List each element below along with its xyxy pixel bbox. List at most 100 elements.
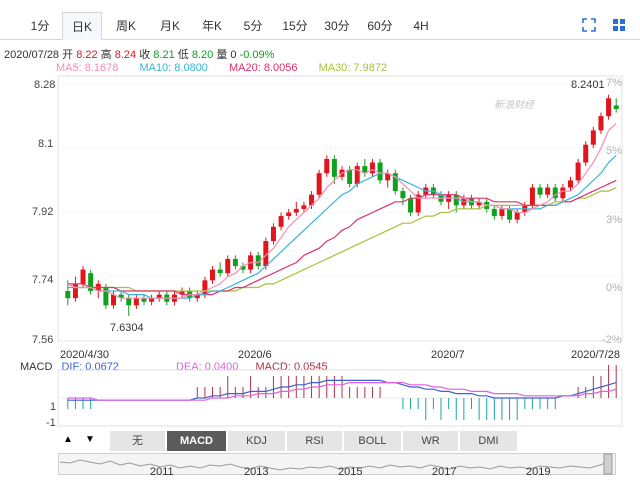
candle-body <box>210 269 216 281</box>
open-label: 开 <box>62 49 74 61</box>
candle-body <box>354 166 360 184</box>
candle-body <box>194 294 200 299</box>
indicator-tab-dmi[interactable]: DMI <box>460 431 518 451</box>
indicator-tab-boll[interactable]: BOLL <box>344 431 402 451</box>
candle-body <box>149 298 155 302</box>
candle-body <box>301 205 307 209</box>
percent-tick: 0% <box>606 282 622 294</box>
tab-15min[interactable]: 15分 <box>282 19 308 33</box>
macd-tick: 1 <box>50 401 57 413</box>
candle-body <box>575 162 581 181</box>
candle-body <box>560 187 566 199</box>
grid-layout-icon[interactable] <box>612 18 626 32</box>
indicator-tab-macd[interactable]: MACD <box>167 431 227 451</box>
candle-body <box>80 269 86 284</box>
candle-body <box>133 298 139 306</box>
candle-body <box>331 158 337 177</box>
candle-body <box>385 173 391 181</box>
tab-4h[interactable]: 4H <box>413 19 429 33</box>
indicator-tab-rsi[interactable]: RSI <box>287 431 343 451</box>
nav-year-label: 2019 <box>526 466 551 478</box>
candle-body <box>545 187 551 195</box>
fullscreen-icon[interactable] <box>582 18 596 32</box>
candle-body <box>392 173 398 192</box>
candle-body <box>583 144 589 163</box>
tab-1min[interactable]: 1分 <box>30 19 50 33</box>
candle-body <box>598 116 604 131</box>
ma30-label: MA30: 7.9872 <box>318 62 388 74</box>
candle-body <box>141 298 147 302</box>
ma20-label: MA20: 8.0056 <box>229 62 298 74</box>
high-label: 高 <box>100 49 112 61</box>
candle-body <box>324 158 330 174</box>
close-label: 收 <box>139 49 151 61</box>
candle-body <box>111 294 117 306</box>
scroll-down-button[interactable]: ▼ <box>85 434 95 445</box>
candle-body <box>529 187 535 206</box>
candle-body <box>217 269 223 274</box>
candle-body <box>415 194 421 213</box>
candle-body <box>88 273 94 292</box>
candle-body <box>263 241 269 267</box>
period-tab-bar: 1分 日K 周K 月K 年K 5分 15分 30分 60分 4H <box>0 0 640 40</box>
nav-year-label: 2011 <box>150 466 174 478</box>
candle-body <box>514 212 520 220</box>
candle-body <box>369 162 375 174</box>
ohlc-info: 2020/07/28 开 8.22 高 8.24 收 8.21 低 8.20 量… <box>4 46 274 62</box>
percent-tick: 3% <box>606 214 622 226</box>
date-tick: 2020/4/30 <box>60 349 109 361</box>
tab-yearly-k[interactable]: 年K <box>201 19 222 33</box>
nav-year-label: 2013 <box>244 466 269 478</box>
candle-body <box>377 162 383 181</box>
candle-body <box>613 105 619 109</box>
candle-body <box>270 226 276 242</box>
nav-year-label: 2017 <box>432 466 457 478</box>
candle-body <box>202 280 208 295</box>
candle-body <box>286 212 292 217</box>
ma10-label: MA10: 8.0800 <box>139 62 208 74</box>
volume-label: 量 <box>216 49 228 61</box>
candle-body <box>179 291 185 295</box>
candle-body <box>347 169 353 184</box>
candle-body <box>476 201 482 206</box>
tab-monthly-k[interactable]: 月K <box>159 19 180 33</box>
min-price-label: 7.6304 <box>110 322 144 334</box>
scroll-up-button[interactable]: ▲ <box>63 434 73 445</box>
close-value: 8.21 <box>153 49 175 61</box>
candle-body <box>537 187 543 195</box>
candle-body <box>453 194 459 206</box>
indicator-tab-none[interactable]: 无 <box>110 431 166 451</box>
ma5-line <box>67 122 617 299</box>
tab-daily-k[interactable]: 日K <box>62 12 102 40</box>
dea-line <box>67 382 617 401</box>
date-tick: 2020/6 <box>238 349 272 361</box>
percent-tick: -2% <box>602 334 622 346</box>
candle-body <box>400 191 406 199</box>
tab-30min[interactable]: 30分 <box>324 19 350 33</box>
candle-body <box>278 216 284 227</box>
date-tick: 2020/7 <box>431 349 465 361</box>
low-label: 低 <box>177 49 189 61</box>
max-price-label: 8.2401 <box>571 79 605 91</box>
tab-weekly-k[interactable]: 周K <box>115 19 136 33</box>
ma20-line <box>67 179 617 296</box>
open-value: 8.22 <box>76 49 98 61</box>
candle-body <box>255 255 261 267</box>
candle-body <box>408 198 414 213</box>
candle-body <box>240 266 246 270</box>
tab-5min[interactable]: 5分 <box>243 19 263 33</box>
candle-body <box>65 291 71 299</box>
indicator-tab-kdj[interactable]: KDJ <box>228 431 286 451</box>
candle-body <box>156 294 162 299</box>
macd-tick: -1 <box>46 417 56 429</box>
tab-60min[interactable]: 60分 <box>367 19 393 33</box>
candle-body <box>362 166 368 174</box>
price-panel-frame <box>57 75 623 342</box>
indicator-tab-wr[interactable]: WR <box>403 431 459 451</box>
candle-body <box>118 294 124 299</box>
candle-body <box>507 208 513 220</box>
candle-body <box>590 130 596 145</box>
candle-body <box>103 287 109 306</box>
price-tick: 7.92 <box>32 206 54 218</box>
